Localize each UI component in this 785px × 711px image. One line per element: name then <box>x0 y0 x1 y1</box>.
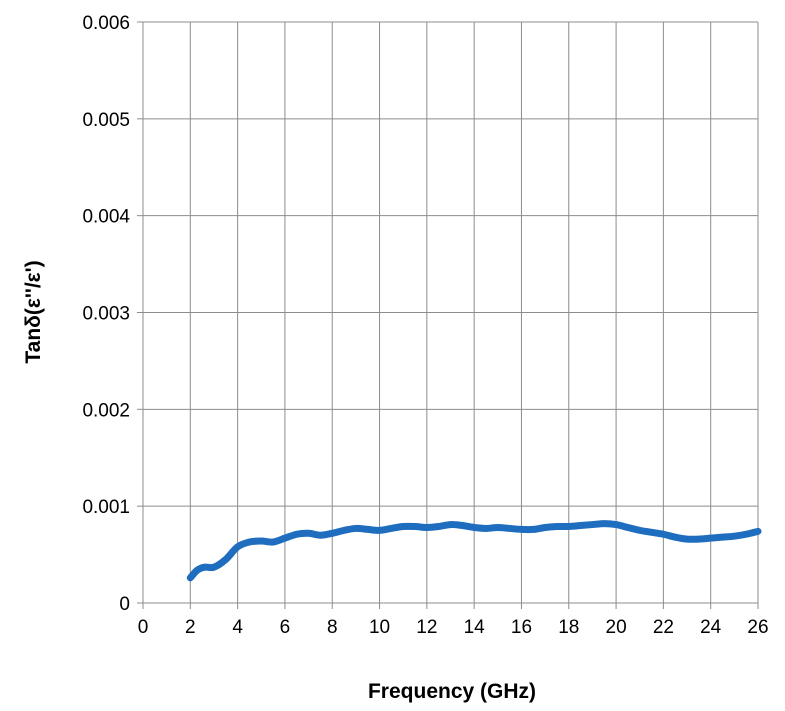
x-tick-label: 6 <box>280 617 291 638</box>
x-tick-label: 26 <box>747 617 768 638</box>
x-tick-label: 16 <box>511 617 532 638</box>
x-tick-label: 2 <box>185 617 196 638</box>
y-axis-title: Tanδ(ε''/ε') <box>22 260 45 363</box>
x-axis-title: Frequency (GHz) <box>368 680 536 703</box>
y-tick-label: 0.003 <box>82 304 130 325</box>
x-tick-label: 24 <box>700 617 722 638</box>
tick-labels: 0 2 4 6 8 10 12 14 16 18 20 22 24 2600.0010.0020.0030… <box>82 13 768 638</box>
y-tick-label: 0.004 <box>82 207 130 228</box>
x-tick-label: 22 <box>653 617 674 638</box>
x-tick-label: 4 <box>232 617 243 638</box>
y-tick-label: 0.001 <box>82 497 130 518</box>
x-tick-label: 14 <box>464 617 486 638</box>
x-tick-label: 20 <box>606 617 627 638</box>
chart-series <box>186 520 762 582</box>
series-line <box>186 520 762 582</box>
y-tick-label: 0 <box>119 594 130 615</box>
y-tick-label: 0.005 <box>82 110 130 131</box>
y-tick-label: 0.002 <box>82 400 130 421</box>
x-tick-label: 0 <box>138 617 149 638</box>
x-tick-label: 12 <box>416 617 437 638</box>
chart-grid <box>143 21 759 603</box>
x-tick-label: 8 <box>327 617 338 638</box>
x-tick-label: 10 <box>369 617 390 638</box>
y-tick-label: 0.006 <box>82 13 130 34</box>
x-tick-label: 18 <box>558 617 579 638</box>
chart-axes <box>137 21 759 609</box>
